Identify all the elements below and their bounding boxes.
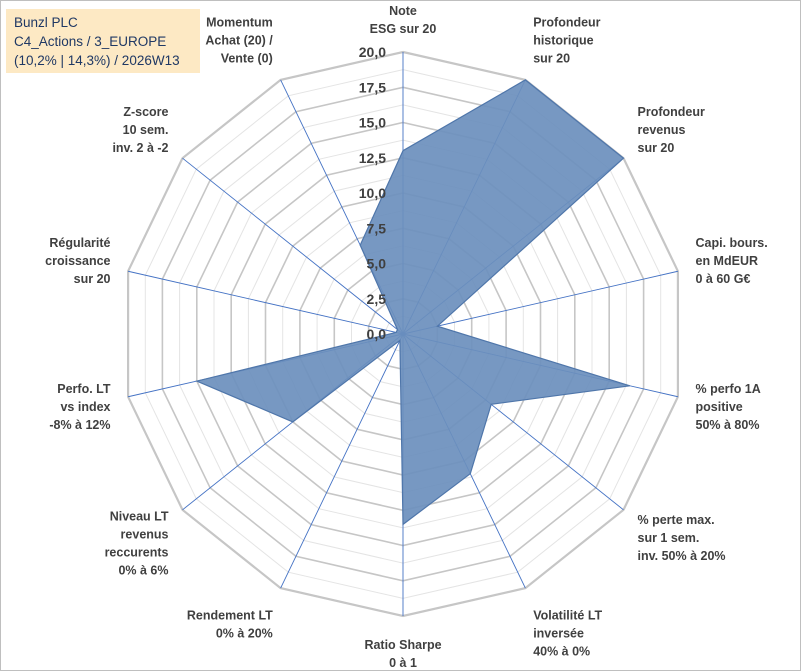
axis-label-line: inv. 2 à -2 — [112, 141, 168, 155]
category-label: C4_Actions / 3_EUROPE — [14, 34, 167, 49]
tick-label: 12,5 — [359, 150, 386, 166]
axis-label-line: % perte max. — [638, 513, 715, 527]
axis-label-line: Capi. bours. — [696, 236, 768, 250]
axis-label-line: Vente (0) — [221, 52, 273, 66]
tick-label: 17,5 — [359, 79, 386, 95]
axis-label-line: Profondeur — [638, 105, 705, 119]
axis-label-line: 40% à 0% — [533, 644, 590, 658]
axis-label: % perte max. sur 1 sem. inv. 50% à 20% — [638, 513, 726, 563]
axis-label-line: Ratio Sharpe — [364, 638, 441, 652]
info-box: Bunzl PLC C4_Actions / 3_EUROPE (10,2% |… — [6, 9, 200, 73]
axis-label-line: 10 sem. — [123, 123, 169, 137]
tick-label: 15,0 — [359, 115, 386, 131]
axis-label-line: ESG sur 20 — [370, 22, 437, 36]
performance-period: (10,2% | 14,3%) / 2026W13 — [14, 53, 180, 68]
axis-label-line: Niveau LT — [110, 510, 169, 524]
axis-label-line: % perfo 1A — [696, 382, 761, 396]
axis-label: Note ESG sur 20 — [370, 4, 437, 36]
spoke-line — [182, 157, 404, 335]
axis-label-line: 0 à 1 — [389, 656, 417, 670]
axis-label: Z-score 10 sem. inv. 2 à -2 — [112, 105, 168, 155]
axis-label-line: Rendement LT — [187, 608, 273, 622]
axis-label: Capi. bours. en MdEUR 0 à 60 G€ — [696, 236, 768, 286]
axis-label-line: revenus — [638, 123, 686, 137]
axis-label-line: sur 1 sem. — [638, 531, 700, 545]
spoke-line — [280, 333, 404, 589]
axis-label-line: Z-score — [123, 105, 168, 119]
axis-label: Rendement LT 0% à 20% — [187, 608, 273, 640]
axis-label-line: Perfo. LT — [57, 382, 111, 396]
axis-label-line: croissance — [45, 254, 110, 268]
axis-label-line: 0% à 20% — [216, 626, 273, 640]
axis-label-line: 50% à 80% — [696, 418, 760, 432]
axis-label-line: reccurents — [105, 546, 169, 560]
axis-label: Volatilité LT inversée 40% à 0% — [533, 608, 602, 658]
axis-label-line: Volatilité LT — [533, 608, 602, 622]
axis-label: Régularité croissance sur 20 — [45, 236, 110, 286]
axis-label-line: sur 20 — [638, 141, 675, 155]
axis-label-line: 0 à 60 G€ — [696, 272, 751, 286]
axis-label-line: revenus — [121, 528, 169, 542]
tick-label: 20,0 — [359, 44, 386, 60]
axis-label-line: Profondeur — [533, 16, 600, 30]
axis-label-line: 0% à 6% — [118, 564, 168, 578]
axis-label: Profondeur revenus sur 20 — [638, 105, 705, 155]
tick-label: 5,0 — [367, 256, 387, 272]
axis-label: Profondeur historique sur 20 — [533, 16, 600, 66]
spoke-line — [127, 270, 404, 335]
axis-label-line: vs index — [60, 400, 110, 414]
data-area — [194, 79, 630, 526]
axis-label-line: en MdEUR — [696, 254, 759, 268]
tick-label: 2,5 — [367, 291, 387, 307]
axis-label-line: historique — [533, 34, 593, 48]
axis-label-line: Régularité — [49, 236, 110, 250]
axis-label-line: sur 20 — [74, 272, 111, 286]
spoke-line — [402, 270, 679, 335]
axis-label-line: sur 20 — [533, 52, 570, 66]
axis-label-line: Momentum — [206, 16, 273, 30]
axis-label-line: inversée — [533, 626, 584, 640]
axis-label: Momentum Achat (20) / Vente (0) — [205, 16, 273, 66]
axis-label: Perfo. LT vs index -8% à 12% — [49, 382, 111, 432]
tick-label: 0,0 — [367, 326, 387, 342]
axis-label-line: positive — [696, 400, 743, 414]
axis-label: Niveau LT revenus reccurents 0% à 6% — [105, 510, 169, 578]
axis-label: % perfo 1A positive 50% à 80% — [696, 382, 761, 432]
axis-label-line: Note — [389, 4, 417, 18]
tick-label: 10,0 — [359, 185, 386, 201]
tick-label: 7,5 — [367, 220, 387, 236]
axis-label-line: -8% à 12% — [49, 418, 110, 432]
axis-label: Ratio Sharpe 0 à 1 — [364, 638, 441, 670]
company-name: Bunzl PLC — [14, 15, 78, 30]
axis-label-line: inv. 50% à 20% — [638, 549, 726, 563]
axis-label-line: Achat (20) / — [205, 34, 273, 48]
